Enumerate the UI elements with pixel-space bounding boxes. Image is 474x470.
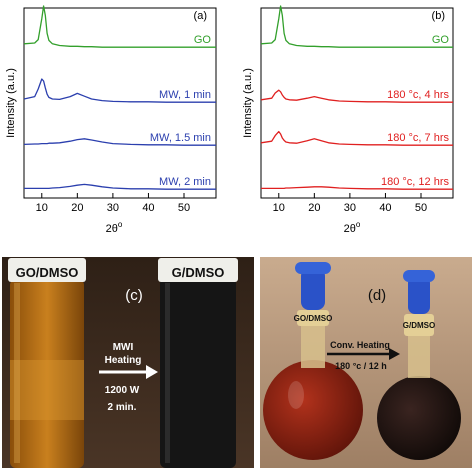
flask-g-dmso [377, 270, 461, 460]
power-label: 1200 W [105, 385, 140, 396]
plot-frame-a [23, 7, 217, 199]
y-axis-label-b: Intensity (a.u.) [242, 68, 254, 138]
flask-go-label-band [297, 310, 329, 326]
series-label-b-4h: 180 °c, 4 hrs [387, 89, 449, 101]
arrow-right-icon [99, 365, 158, 379]
series-label-b-12h: 180 °c, 12 hrs [381, 176, 449, 188]
x-tick-label-b-30: 30 [344, 202, 356, 214]
vial-go-glare [14, 283, 20, 463]
x-tick-label-b-40: 40 [379, 202, 391, 214]
series-label-a-mw1: MW, 1 min [159, 89, 211, 101]
x-tick-label-a-10: 10 [36, 202, 48, 214]
vial-label-go-dmso: GO/DMSO [16, 265, 79, 280]
x-tick-label-b-50: 50 [415, 202, 427, 214]
x-tick-label-a-30: 30 [107, 202, 119, 214]
flask-label-g-dmso: G/DMSO [403, 321, 435, 330]
panel-label-d: (d) [368, 287, 386, 304]
x-tick-label-a-50: 50 [178, 202, 190, 214]
series-label-a-mw2: MW, 2 min [159, 176, 211, 188]
series-line-a-1 [23, 78, 216, 103]
flask-g-neck [408, 333, 430, 378]
vial-g-glare [165, 283, 170, 463]
flask-go-glare [288, 381, 304, 409]
photo-panel-d: GO/DMSO G/DMSO (d) Conv. Heating 180 °c … [260, 257, 472, 468]
xrd-chart-b: 10 20 30 40 50 (b) GO 180 °c, 4 hrs 180 °c, … [242, 5, 454, 235]
vial-go-dmso [8, 258, 86, 468]
vial-g-cap [158, 258, 238, 282]
flask-go-dmso [263, 262, 363, 460]
series-line-a-0 [23, 5, 216, 48]
series-line-b-3 [261, 186, 453, 190]
arrow-right-icon-d [327, 348, 400, 360]
series-label-b-go: GO [432, 34, 450, 46]
series-label-a-mw15: MW, 1.5 min [150, 132, 211, 144]
x-tick-label-b-20: 20 [308, 202, 320, 214]
panel-label-c: (c) [125, 287, 143, 304]
flask-go-stopper [301, 268, 325, 310]
photo-panel-c: GO/DMSO G/DMSO (c) MWI Heating 1200 W 2 … [2, 257, 254, 468]
panel-label-b: (b) [432, 10, 445, 22]
arrow-title-mwi: MWI [113, 342, 134, 353]
flask-label-go-dmso: GO/DMSO [294, 314, 333, 323]
panel-label-a: (a) [194, 10, 207, 22]
vial-go-liquid [10, 279, 84, 468]
x-axis-label-a: 2θo [106, 220, 123, 235]
series-line-b-1 [260, 89, 453, 103]
arrow-condition: 180 °c / 12 h [335, 361, 387, 371]
flask-g-label-band [404, 314, 434, 336]
flask-go-liquid [263, 360, 363, 460]
vial-go-highlight [10, 360, 84, 420]
xrd-chart-a: 10 20 30 40 50 (a) GO MW, 1 min MW, 1.5 min … [5, 5, 217, 235]
flask-g-liquid [377, 376, 461, 460]
y-axis-label-a: Intensity (a.u.) [5, 68, 17, 138]
series-label-b-7h: 180 °c, 7 hrs [387, 132, 449, 144]
flask-g-stopper-top [403, 270, 435, 282]
series-line-a-2 [23, 138, 216, 146]
arrow-title-conv-heating: Conv. Heating [330, 340, 390, 350]
arrow-title-heating: Heating [105, 355, 142, 366]
time-label: 2 min. [108, 402, 137, 413]
vial-g-liquid [160, 278, 236, 468]
flask-go-stopper-top [295, 262, 331, 274]
x-axis-label-b: 2θo [344, 220, 361, 235]
series-line-b-2 [260, 130, 453, 146]
series-line-b-0 [260, 5, 453, 48]
plot-frame-b [260, 7, 454, 199]
vial-go-cap [8, 258, 86, 282]
x-tick-label-b-10: 10 [273, 202, 285, 214]
x-tick-label-a-40: 40 [142, 202, 154, 214]
flask-g-stopper [408, 276, 430, 314]
x-tick-label-a-20: 20 [71, 202, 83, 214]
series-line-a-3 [24, 183, 216, 190]
vial-g-dmso [158, 258, 238, 468]
series-label-a-go: GO [194, 34, 212, 46]
vial-label-g-dmso: G/DMSO [172, 265, 225, 280]
flask-go-neck [301, 318, 325, 368]
